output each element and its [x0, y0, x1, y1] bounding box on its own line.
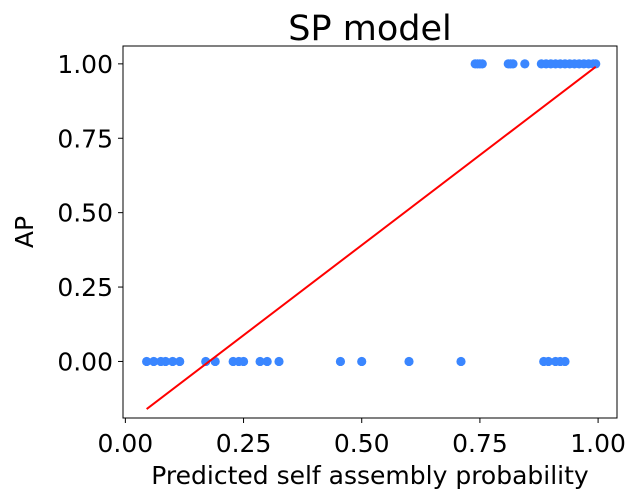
data-point [508, 59, 518, 69]
y-tick-label: 0.75 [57, 124, 113, 153]
axes: 0.00 0.25 0.50 0.75 1.00 0.00 0.25 0.50 0.75 1.00 [57, 45, 626, 458]
data-point [456, 356, 466, 367]
plot-area [142, 59, 601, 410]
data-point [255, 356, 265, 367]
y-tick-label: 1.00 [57, 50, 113, 79]
plot-frame [122, 45, 618, 419]
data-point [357, 356, 367, 367]
data-point [175, 356, 185, 367]
data-point [262, 356, 272, 367]
data-point [160, 356, 171, 367]
data-point [201, 356, 211, 367]
x-tick-label: 1.00 [570, 429, 626, 458]
chart-title: SP model [288, 9, 451, 49]
data-point [591, 59, 601, 69]
data-point [335, 356, 346, 367]
data-point [238, 356, 249, 367]
data-point [142, 356, 152, 367]
x-tick-label: 0.75 [452, 429, 508, 458]
data-point [543, 356, 554, 367]
data-point [168, 356, 178, 367]
data-point [404, 356, 414, 367]
y-tick-label: 0.25 [57, 273, 113, 302]
x-tick-label: 0.25 [216, 429, 272, 458]
data-point [274, 356, 284, 367]
x-tick-label: 0.00 [98, 429, 154, 458]
data-point [149, 356, 159, 367]
x-axis-label: Predicted self assembly probability [151, 461, 589, 490]
data-point [477, 59, 487, 69]
data-point [560, 356, 570, 367]
fit-line [146, 66, 597, 410]
y-tick-label: 0.00 [57, 347, 113, 376]
y-axis-label: AP [10, 216, 39, 248]
x-tick-label: 0.50 [334, 429, 390, 458]
y-tick-label: 0.50 [57, 199, 113, 228]
data-point [520, 59, 530, 69]
